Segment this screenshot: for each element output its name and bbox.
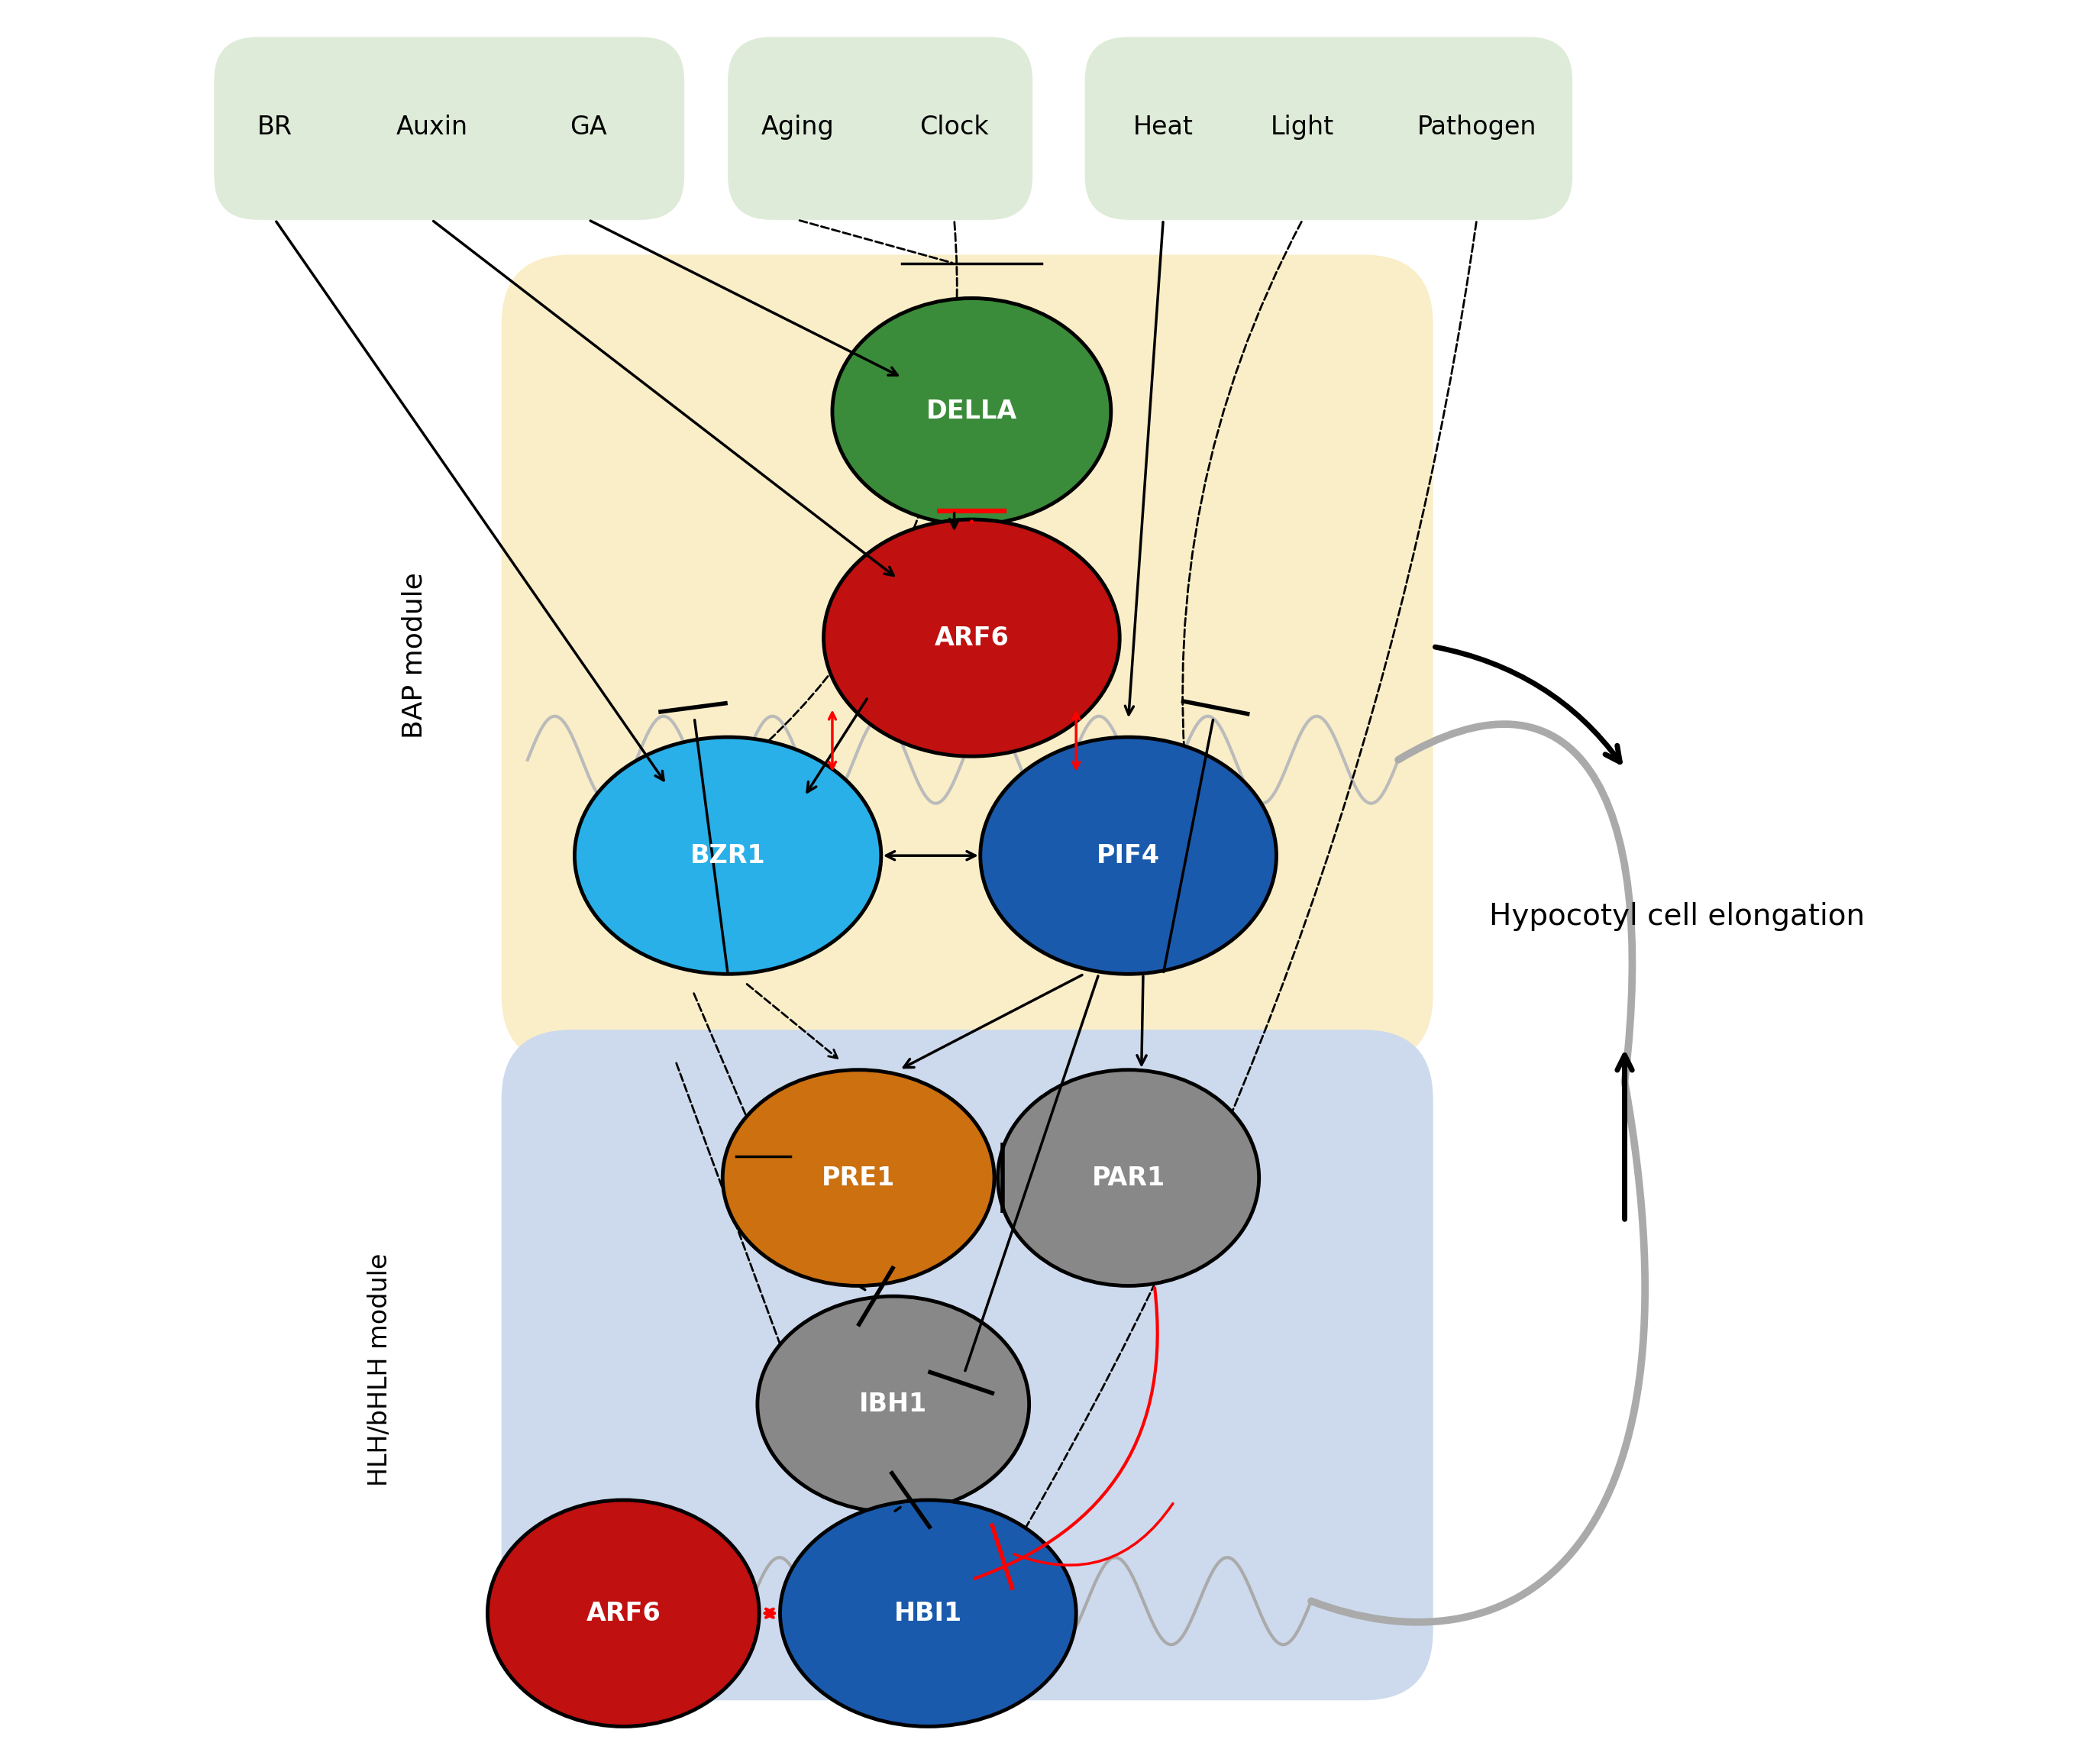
Text: Heat: Heat	[1134, 115, 1193, 140]
FancyBboxPatch shape	[502, 1030, 1432, 1701]
Ellipse shape	[832, 299, 1111, 524]
FancyBboxPatch shape	[502, 255, 1432, 1065]
Text: Hypocotyl cell elongation: Hypocotyl cell elongation	[1489, 903, 1865, 931]
Ellipse shape	[779, 1500, 1075, 1727]
Text: GA: GA	[569, 115, 607, 140]
Text: PIF4: PIF4	[1096, 843, 1159, 868]
Ellipse shape	[823, 519, 1119, 756]
Text: Clock: Clock	[920, 115, 989, 140]
Text: Pathogen: Pathogen	[1418, 115, 1537, 140]
Ellipse shape	[998, 1070, 1260, 1285]
FancyBboxPatch shape	[214, 37, 685, 220]
Ellipse shape	[722, 1070, 993, 1285]
Text: DELLA: DELLA	[926, 398, 1016, 424]
Ellipse shape	[981, 737, 1277, 974]
Text: Aging: Aging	[760, 115, 834, 140]
Text: BR: BR	[258, 115, 292, 140]
FancyBboxPatch shape	[1086, 37, 1573, 220]
Text: BZR1: BZR1	[691, 843, 766, 868]
Ellipse shape	[575, 737, 882, 974]
Text: ARF6: ARF6	[934, 625, 1008, 651]
Text: HBI1: HBI1	[895, 1601, 962, 1626]
Text: PAR1: PAR1	[1092, 1165, 1166, 1191]
Ellipse shape	[487, 1500, 760, 1727]
Text: HLH/bHLH module: HLH/bHLH module	[368, 1254, 393, 1486]
Text: BAP module: BAP module	[401, 573, 428, 739]
Ellipse shape	[758, 1296, 1029, 1512]
Text: Auxin: Auxin	[397, 115, 468, 140]
Text: IBH1: IBH1	[859, 1392, 928, 1416]
Text: Light: Light	[1270, 115, 1334, 140]
Text: PRE1: PRE1	[821, 1165, 895, 1191]
Text: ARF6: ARF6	[586, 1601, 662, 1626]
FancyBboxPatch shape	[729, 37, 1033, 220]
